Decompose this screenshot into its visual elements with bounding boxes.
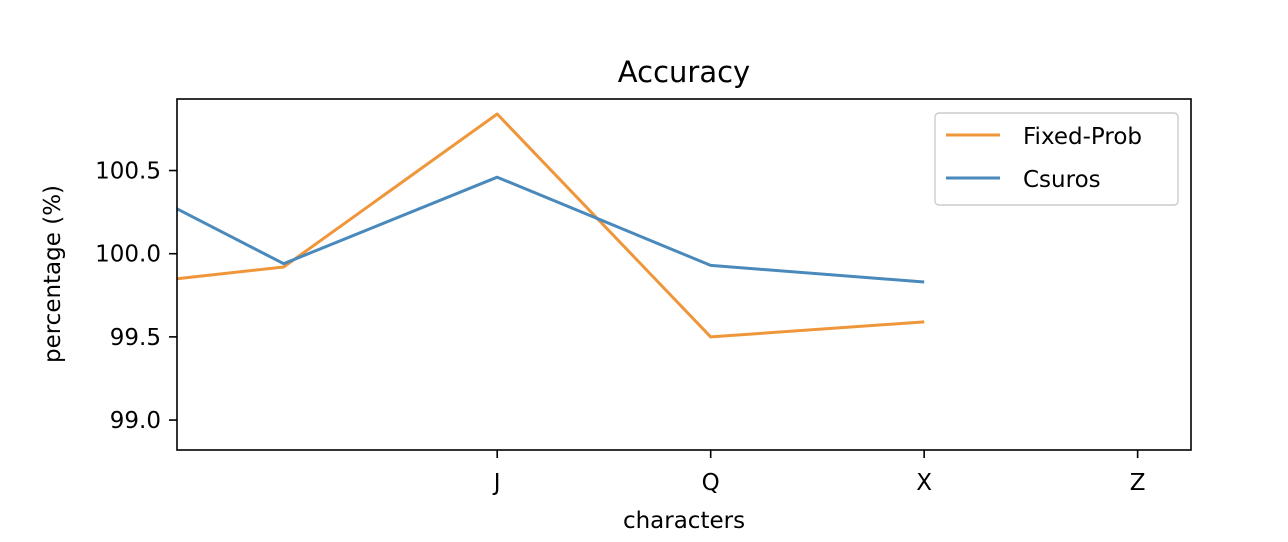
legend: Fixed-Prob Csuros	[934, 112, 1179, 206]
x-axis-label: characters	[623, 508, 745, 534]
x-tick-label: X	[916, 470, 932, 496]
x-tick-label: Q	[702, 470, 720, 496]
y-axis: 99.0 99.5 100.0 100.5	[95, 159, 177, 434]
plot-frame	[176, 98, 1192, 451]
plot-lines	[176, 112, 925, 339]
x-tick-label: Z	[1130, 470, 1146, 496]
y-tick-label: 100.5	[95, 159, 161, 185]
y-tick-label: 100.0	[95, 242, 161, 268]
series-line-fixed-prob	[176, 112, 925, 339]
y-axis-label: percentage (%)	[40, 185, 66, 363]
y-tick-label: 99.0	[110, 408, 161, 434]
x-tick-label: J	[492, 470, 501, 496]
legend-label-csuros: Csuros	[1023, 167, 1101, 193]
y-tick-label: 99.5	[110, 325, 161, 351]
chart-title: Accuracy	[618, 55, 750, 89]
legend-label-fixed-prob: Fixed-Prob	[1023, 124, 1142, 150]
series-line-csuros	[176, 175, 925, 284]
